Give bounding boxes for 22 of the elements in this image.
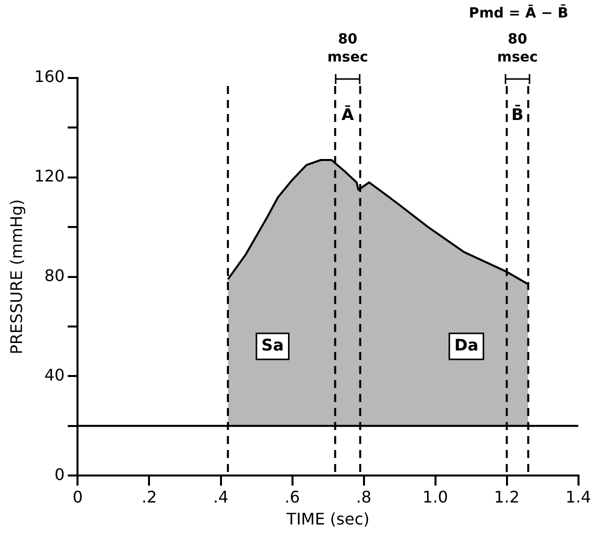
y-tick-label: 0	[54, 464, 65, 484]
text: 80 msec	[497, 32, 538, 66]
y-axis-title: PRESSURE (mmHg)	[6, 199, 26, 354]
annotation: B̄	[511, 104, 524, 124]
x-tick-label: 1.2	[494, 487, 520, 506]
y-tick-label: 80	[44, 266, 65, 285]
y-tick-label: 120	[34, 166, 65, 186]
annotation: Ā	[341, 105, 354, 124]
x-tick-label: .8	[356, 487, 372, 506]
x-tick-label: 1.0	[422, 487, 448, 506]
annotation: Sa	[261, 336, 284, 355]
text: Pmd = Ā − B̄	[468, 4, 568, 22]
x-axis-title: TIME (sec)	[286, 510, 370, 529]
x-tick-label: .6	[284, 487, 300, 506]
annotation: Da	[454, 336, 478, 355]
x-tick-label: .4	[213, 487, 228, 506]
x-tick-label: 0	[72, 487, 83, 506]
y-tick-label: 160	[34, 67, 65, 86]
text: 80 msec	[327, 32, 368, 66]
x-tick-label: .2	[142, 487, 157, 506]
x-tick-label: 1.4	[566, 487, 592, 506]
y-tick-label: 40	[44, 365, 65, 384]
